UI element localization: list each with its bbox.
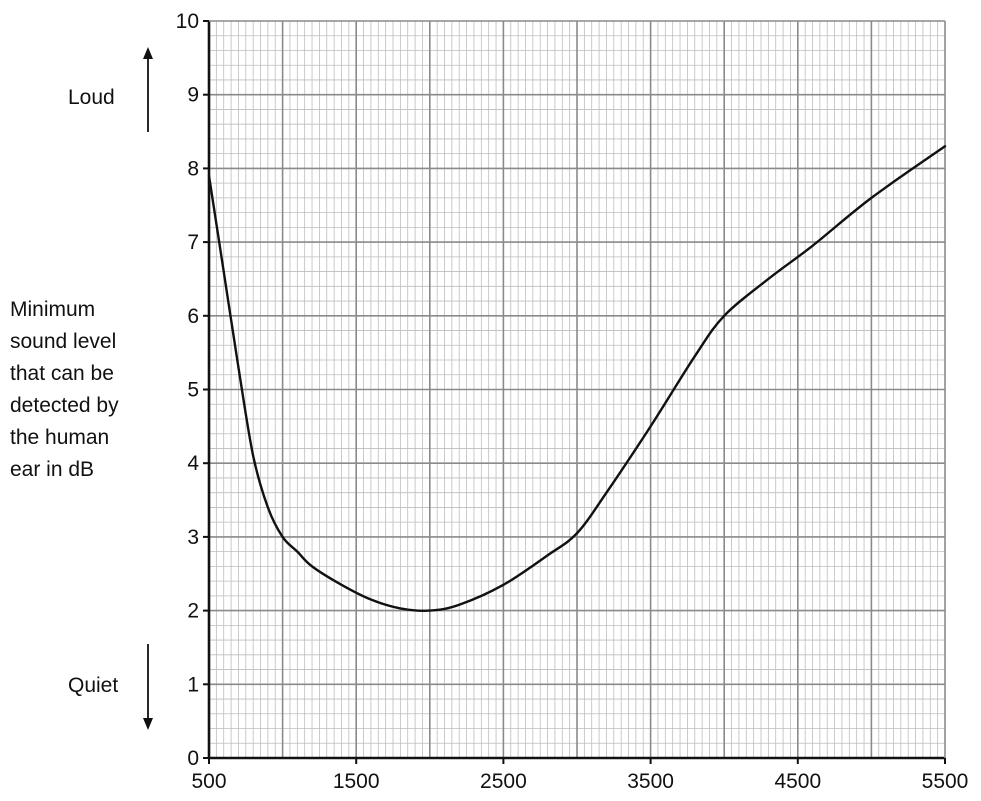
- y-tick-label: 0: [187, 747, 199, 770]
- ylabel-line-3: that can be: [10, 362, 114, 385]
- y-tick-label: 8: [187, 157, 199, 180]
- x-tick-label: 3500: [627, 770, 674, 793]
- y-tick-label: 4: [187, 452, 199, 475]
- y-tick-label: 1: [187, 673, 199, 696]
- x-tick-label: 5500: [922, 770, 969, 793]
- tick-labels: 500 1500 2500 3500 4500 5500 0 1 2 3 4 5 6 7 8 9 10: [176, 10, 969, 793]
- loud-label: Loud: [68, 86, 115, 109]
- x-tick-label: 4500: [774, 770, 821, 793]
- ylabel-line-2: sound level: [10, 330, 116, 353]
- y-tick-label: 10: [176, 10, 199, 33]
- y-tick-label: 9: [187, 84, 199, 107]
- y-tick-label: 3: [187, 526, 199, 549]
- ylabel-line-1: Minimum: [10, 298, 95, 321]
- x-tick-label: 2500: [480, 770, 527, 793]
- threshold-curve: [207, 145, 947, 612]
- x-tick-label: 1500: [333, 770, 380, 793]
- ylabel-line-4: detected by: [10, 394, 119, 417]
- quiet-arrow-icon: [143, 644, 153, 730]
- quiet-label: Quiet: [68, 674, 118, 697]
- curve-layer: [207, 145, 947, 612]
- ylabel-block: Minimum sound level that can be detected…: [10, 298, 119, 481]
- ylabel-line-6: ear in dB: [10, 458, 94, 481]
- x-tick-label: 500: [191, 770, 226, 793]
- major-grid: [209, 21, 945, 758]
- y-tick-label: 2: [187, 600, 199, 623]
- y-tick-label: 7: [187, 231, 199, 254]
- y-tick-label: 5: [187, 379, 199, 402]
- ylabel-line-5: the human: [10, 426, 109, 449]
- y-tick-label: 6: [187, 305, 199, 328]
- loud-arrow-icon: [143, 47, 153, 132]
